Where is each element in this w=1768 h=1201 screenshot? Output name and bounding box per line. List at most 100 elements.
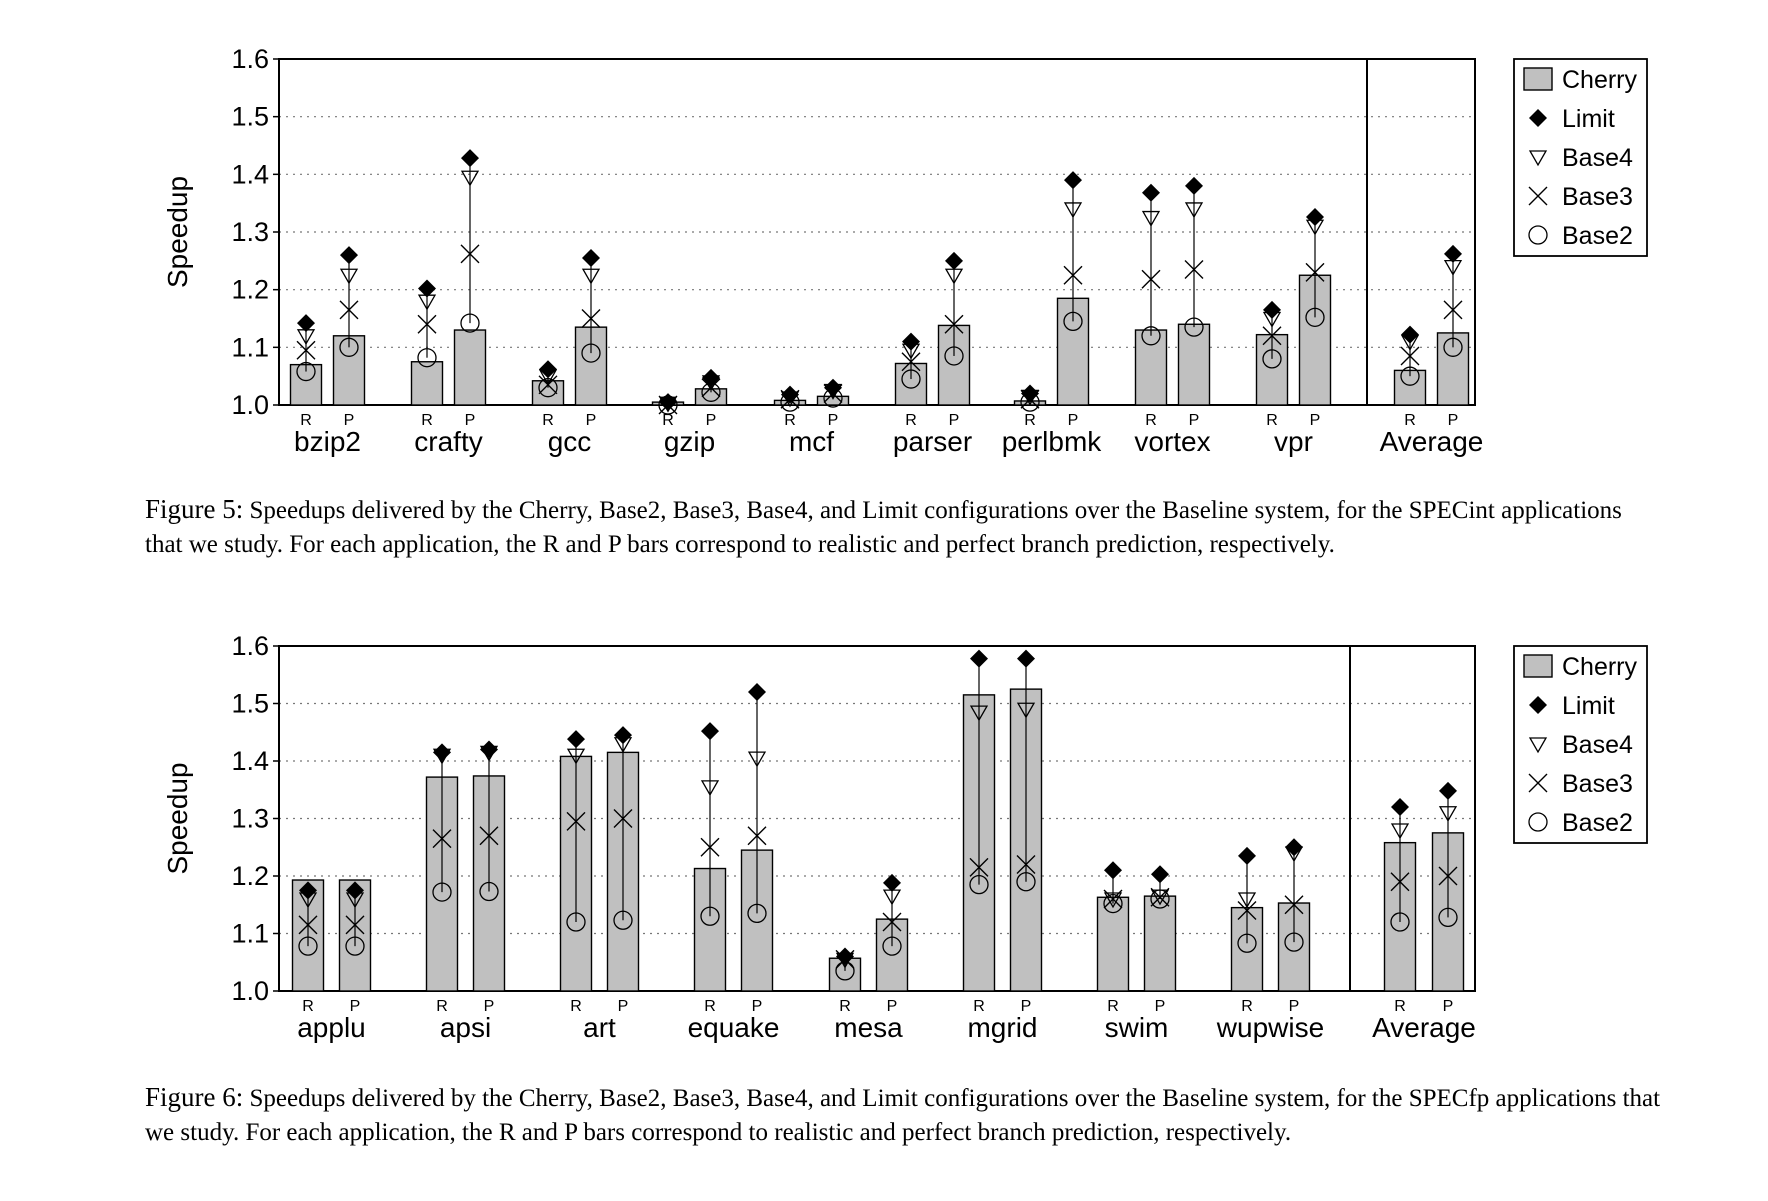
base2-marker [538,378,558,398]
bar-group [875,873,909,992]
figure-6-caption: Figure 6: Speedups delivered by the Cher… [145,1080,1665,1150]
cherry-bar [1134,329,1168,406]
bar-group [574,248,608,406]
category-label: equake [688,1012,780,1043]
legend-entry: Base3 [1562,183,1633,211]
y-tick-label: 1.0 [231,390,269,420]
legend-entry: Limit [1562,105,1615,133]
cherry-bar [1177,323,1211,406]
bar-label: R [542,412,554,429]
base3-marker [1390,872,1410,892]
base2-marker [835,961,855,981]
limit-marker [824,378,842,397]
bar-label: P [586,412,597,429]
bar-label: R [1394,998,1406,1015]
base3-marker [460,244,480,264]
base2-marker [460,313,480,333]
bar-label: P [618,998,629,1015]
base4-marker [823,383,843,400]
legend-entry: Base2 [1562,809,1633,837]
legend-entry: Base4 [1562,731,1633,759]
bar-label: R [973,998,985,1015]
limit-marker [1185,176,1203,195]
bar-label: P [752,998,763,1015]
bar-group [962,649,996,992]
base2-marker [1016,872,1036,892]
base3-marker [835,949,855,969]
base4-marker [1305,219,1325,236]
limit-marker [1439,781,1457,800]
category-label: art [583,1012,616,1043]
base4-marker [882,889,902,906]
limit-marker [346,881,364,900]
bar-label: P [1310,412,1321,429]
bar-label: P [1021,998,1032,1015]
category-label: mcf [789,426,834,457]
y-tick-label: 1.2 [231,275,269,305]
base4-marker [1237,892,1257,909]
limit-marker [340,246,358,265]
limit-swatch [1529,109,1547,127]
y-tick-label: 1.6 [231,44,269,74]
base4-swatch [1528,150,1548,167]
y-tick-label: 1.4 [231,159,269,189]
y-tick-label: 1.6 [231,631,269,661]
base4-marker [460,170,480,187]
limit-swatch [1529,696,1547,714]
cherry-bar [289,363,323,406]
bar-label: R [662,412,674,429]
legend: Cherry Limit Base4 Base3 Base2 [1513,645,1648,844]
limit-marker [539,360,557,379]
bar-group [1143,865,1177,992]
base4-marker [581,268,601,285]
bar-group [694,368,728,406]
base2-marker [298,936,318,956]
base2-marker [1063,311,1083,332]
base3-marker [298,915,318,935]
bar-label: R [704,998,716,1015]
base3-marker [538,375,558,395]
base2-marker [1141,326,1161,346]
base4-marker [658,396,678,413]
base3-marker [700,837,720,857]
base3-marker [345,915,365,935]
base2-marker [747,903,767,924]
category-label: swim [1105,1012,1169,1043]
y-tick-label: 1.3 [231,217,269,247]
bar-group [1134,183,1168,406]
legend-entry: Cherry [1562,653,1638,681]
base3-marker [296,340,316,360]
legend-entry: Base4 [1562,144,1633,172]
y-tick-label: 1.2 [231,861,269,891]
category-label: vortex [1134,426,1210,457]
category-label: Average [1372,1012,1476,1043]
bar-label: R [302,998,314,1015]
limit-marker [1444,244,1462,263]
bar-group [1013,384,1047,412]
plot-frame [278,58,1476,406]
base3-marker [1016,855,1036,874]
base2-marker [1020,392,1040,412]
bar-label: R [436,998,448,1015]
bar-group [1436,244,1470,406]
bar-label: R [300,412,312,429]
base4-marker [1016,702,1036,719]
category-label: bzip2 [294,426,361,457]
base3-marker [1305,262,1325,282]
base4-marker [1400,334,1420,351]
bar-group [425,743,459,992]
limit-marker [299,881,317,900]
base2-marker [1237,933,1257,953]
base4-marker [1390,823,1410,840]
base3-marker [417,314,437,334]
y-axis-label: Speedup [162,176,193,288]
base2-marker [1390,912,1410,932]
bar-group [531,360,565,406]
base4-marker [1103,892,1123,909]
bar-label: P [949,412,960,429]
bar-label: R [570,998,582,1015]
y-tick-label: 1.4 [231,746,269,776]
cherry-bar [828,957,862,992]
bar-group [559,730,593,992]
base4-marker [479,745,499,762]
